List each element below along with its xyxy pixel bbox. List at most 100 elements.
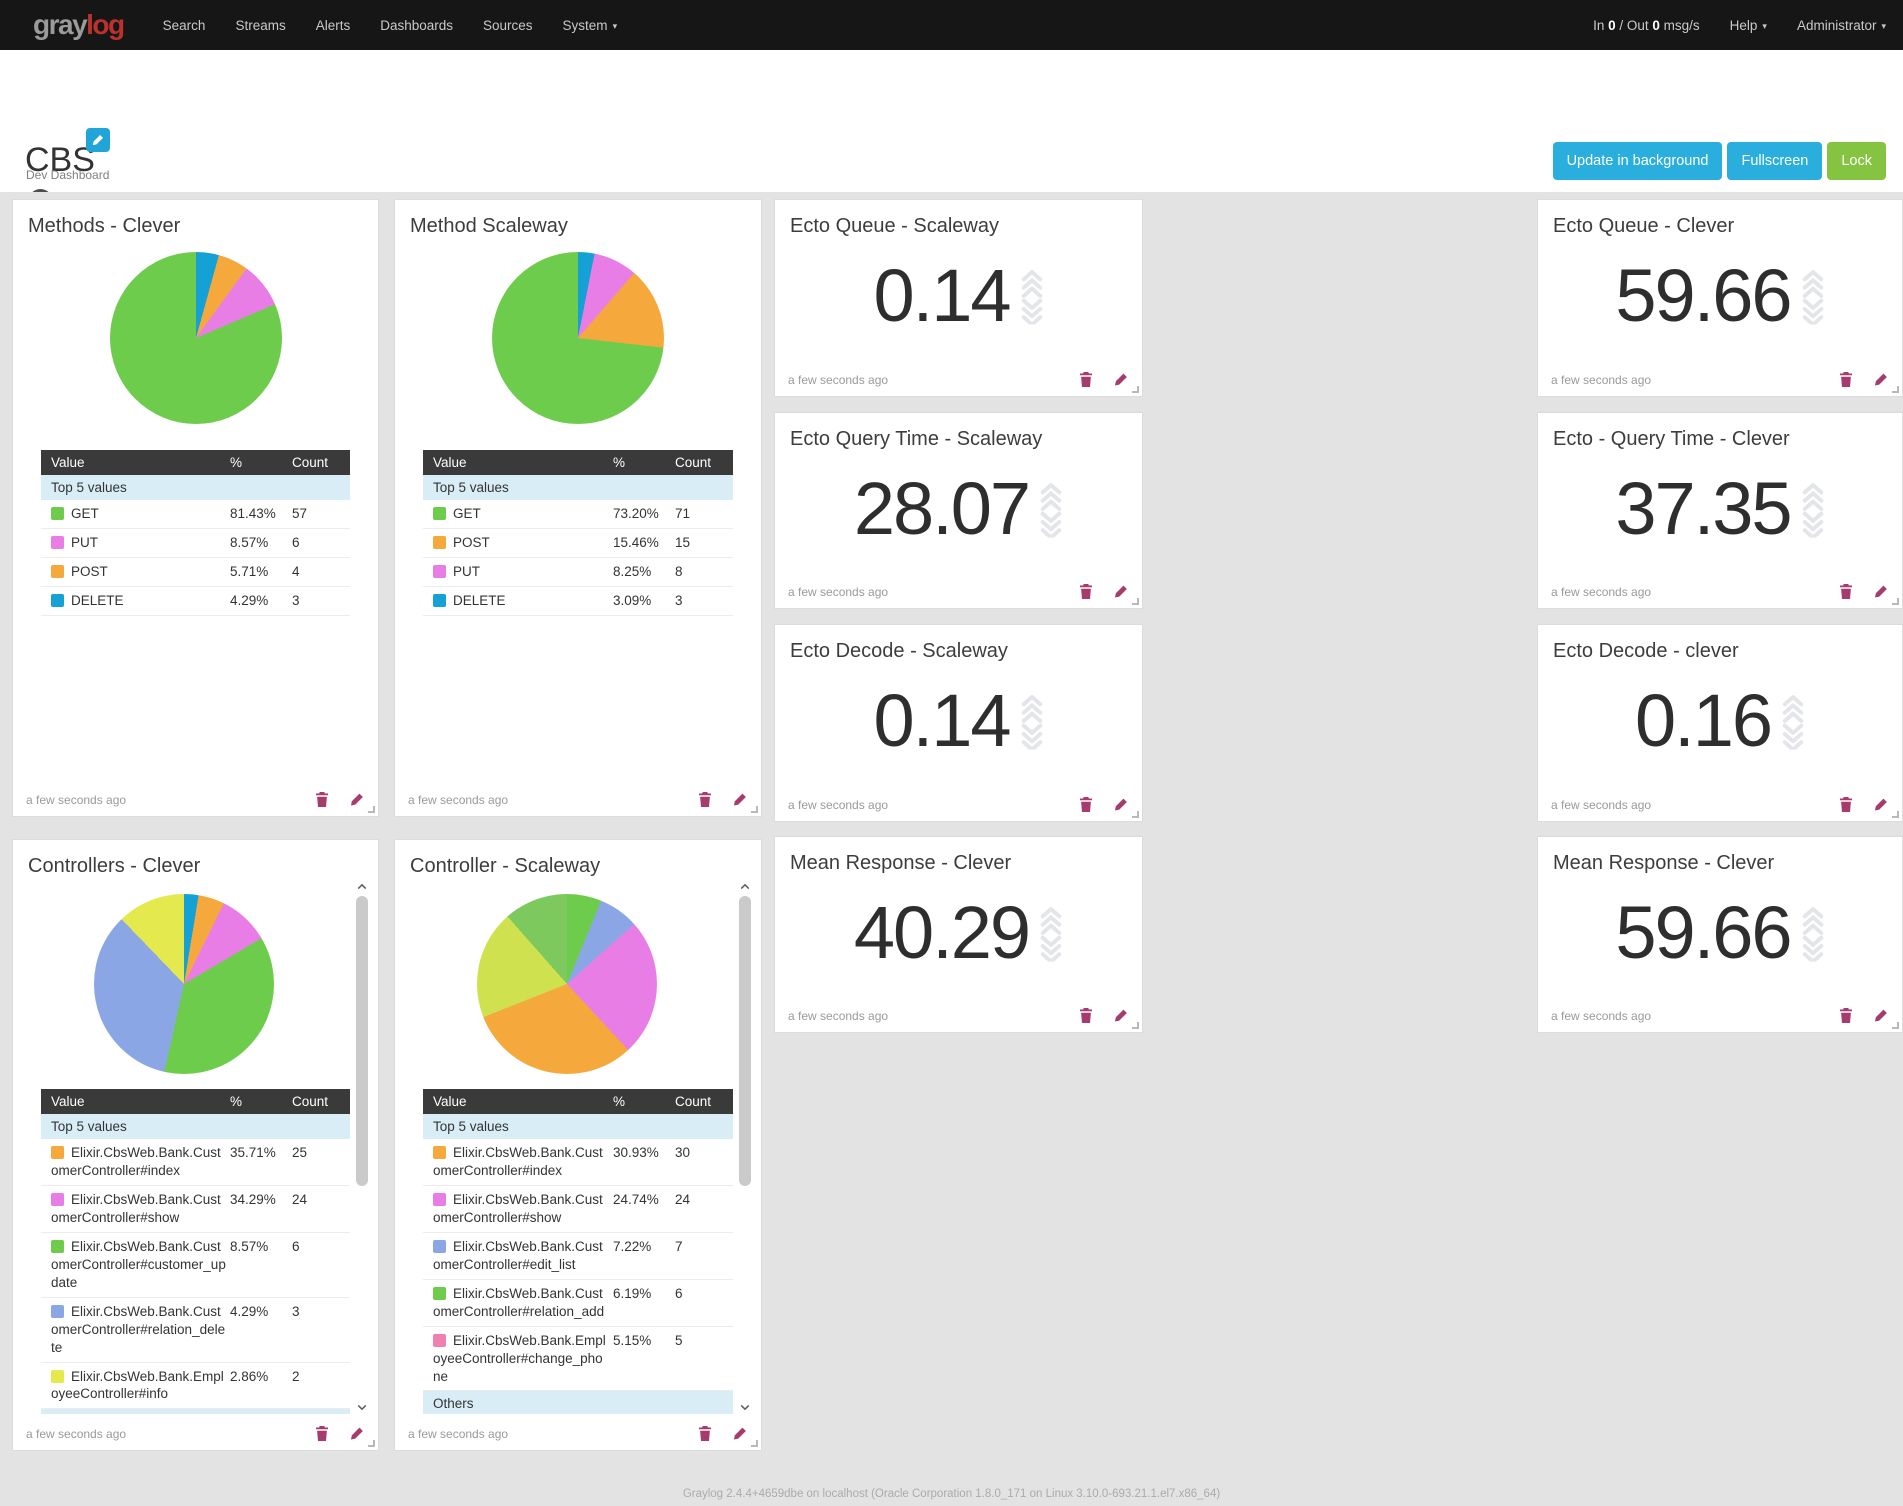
edit-widget-button[interactable] (350, 1426, 364, 1441)
pencil-icon (350, 792, 364, 807)
trash-icon (698, 792, 712, 807)
row-pct: 4.29% (230, 1303, 269, 1319)
nav-item[interactable]: Streams (235, 17, 286, 33)
chevron-down-icon[interactable] (355, 1401, 369, 1414)
edit-widget-button[interactable] (733, 1426, 747, 1441)
widget-updated: a few seconds ago (1551, 372, 1652, 387)
widget-scroll-area[interactable]: Value% Count Top 5 values Elixir.CbsWeb.B… (13, 880, 355, 1414)
trash-icon (1079, 1008, 1093, 1023)
row-pct: 30.93% (613, 1145, 659, 1160)
trash-icon (698, 1426, 712, 1441)
resize-handle[interactable] (1892, 386, 1899, 393)
delete-widget-button[interactable] (1839, 372, 1853, 387)
resize-handle[interactable] (751, 1440, 758, 1447)
resize-handle[interactable] (368, 1440, 375, 1447)
version-footer: Graylog 2.4.4+4659dbe on localhost (Orac… (682, 1488, 1221, 1500)
delete-widget-button[interactable] (1079, 797, 1093, 812)
row-count: 25 (292, 1145, 308, 1160)
edit-widget-button[interactable] (1874, 584, 1888, 599)
edit-widget-button[interactable] (1114, 797, 1128, 812)
nav-item[interactable]: Search (162, 17, 206, 33)
help-menu[interactable]: Help ▾ (1730, 18, 1767, 33)
widget-updated: a few seconds ago (788, 372, 889, 387)
edit-widget-button[interactable] (733, 792, 747, 807)
nav-item[interactable]: Dashboards (380, 17, 454, 33)
lock-button[interactable]: Lock (1827, 142, 1886, 180)
edit-widget-button[interactable] (1114, 584, 1128, 599)
widget-ecto-decode-clever: Ecto Decode - clever 0.16 a few seconds … (1537, 624, 1903, 822)
delete-widget-button[interactable] (1079, 1008, 1093, 1023)
resize-handle[interactable] (368, 806, 375, 813)
nav-item[interactable]: Sources (483, 17, 533, 33)
table-row: PUT 8.57% 6 (41, 529, 350, 558)
delete-widget-button[interactable] (315, 1426, 329, 1441)
widget-method-scaleway: Method Scaleway Value% Count Top 5 values… (394, 199, 762, 817)
edit-widget-button[interactable] (350, 792, 364, 807)
pencil-icon (1114, 584, 1128, 599)
scrollbar-thumb[interactable] (356, 896, 368, 1186)
edit-widget-button[interactable] (1874, 1008, 1888, 1023)
resize-handle[interactable] (1132, 598, 1139, 605)
edit-dashboard-button[interactable] (86, 128, 110, 152)
resize-handle[interactable] (1132, 1022, 1139, 1029)
resize-handle[interactable] (751, 806, 758, 813)
widget-title: Ecto Decode - Scaleway (790, 640, 1008, 662)
delete-widget-button[interactable] (1839, 584, 1853, 599)
widget-mean-response-clever: Mean Response - Clever 40.29 a few secon… (774, 836, 1143, 1033)
chevron-up-icon[interactable] (355, 880, 369, 893)
resize-handle[interactable] (1132, 811, 1139, 818)
resize-handle[interactable] (1892, 598, 1899, 605)
series-color-swatch (51, 564, 64, 578)
table-row: DELETE 3.09% 3 (423, 587, 733, 616)
table-row: POST 5.71% 4 (41, 558, 350, 587)
delete-widget-button[interactable] (1079, 372, 1093, 387)
row-label: Elixir.CbsWeb.Bank.CustomerController#re… (433, 1285, 605, 1319)
edit-widget-button[interactable] (1874, 797, 1888, 812)
pie-chart (492, 252, 664, 424)
edit-widget-button[interactable] (1114, 1008, 1128, 1023)
resize-handle[interactable] (1132, 386, 1139, 393)
series-color-swatch (51, 1192, 64, 1206)
delete-widget-button[interactable] (1839, 797, 1853, 812)
nav-item-system[interactable]: System ▾ (563, 18, 618, 33)
top-values-table: Value% Count Top 5 values GET 73.20% 71 P… (423, 450, 733, 616)
trend-indicator-icon (1020, 267, 1044, 325)
resize-handle[interactable] (1892, 811, 1899, 818)
row-label: Elixir.CbsWeb.Bank.CustomerController#ed… (433, 1238, 603, 1272)
series-color-swatch (433, 535, 446, 549)
nav-item[interactable]: Alerts (315, 17, 351, 33)
fullscreen-button[interactable]: Fullscreen (1727, 142, 1823, 180)
row-label: Elixir.CbsWeb.Bank.CustomerController#in… (433, 1145, 603, 1178)
scrollbar[interactable] (738, 880, 752, 1414)
scrollbar[interactable] (355, 880, 369, 1414)
delete-widget-button[interactable] (315, 792, 329, 807)
chevron-down-icon[interactable] (738, 1401, 752, 1414)
top-values-table: Value% Count Top 5 values Elixir.CbsWeb.B… (41, 1089, 350, 1414)
widget-title: Controller - Scaleway (410, 855, 601, 877)
edit-widget-button[interactable] (1874, 372, 1888, 387)
delete-widget-button[interactable] (698, 1426, 712, 1441)
user-menu[interactable]: Administrator ▾ (1797, 18, 1886, 33)
delete-widget-button[interactable] (698, 792, 712, 807)
row-label: Elixir.CbsWeb.Bank.CustomerController#sh… (51, 1191, 221, 1225)
table-row: POST 15.46% 15 (423, 529, 733, 558)
scrollbar-thumb[interactable] (739, 896, 751, 1186)
widget-scroll-area[interactable]: Value% Count Top 5 values Elixir.CbsWeb.B… (395, 880, 738, 1414)
update-in-background-button[interactable]: Update in background (1552, 142, 1723, 180)
logo-log: log (86, 9, 125, 40)
series-color-swatch (433, 564, 446, 578)
delete-widget-button[interactable] (1079, 584, 1093, 599)
delete-widget-button[interactable] (1839, 1008, 1853, 1023)
col-header-value: Value (433, 1094, 467, 1109)
metric-value: 37.35 (1615, 467, 1792, 550)
series-color-swatch (433, 1333, 446, 1347)
row-count: 6 (292, 1238, 300, 1254)
top-values-row: Top 5 values (41, 475, 350, 500)
metric-value: 59.66 (1615, 891, 1792, 974)
edit-widget-button[interactable] (1114, 372, 1128, 387)
resize-handle[interactable] (1892, 1022, 1899, 1029)
graylog-logo[interactable]: graylog (33, 9, 125, 41)
chevron-up-icon[interactable] (738, 880, 752, 893)
metric-value: 28.07 (853, 467, 1031, 550)
table-row: GET 73.20% 71 (423, 500, 733, 529)
